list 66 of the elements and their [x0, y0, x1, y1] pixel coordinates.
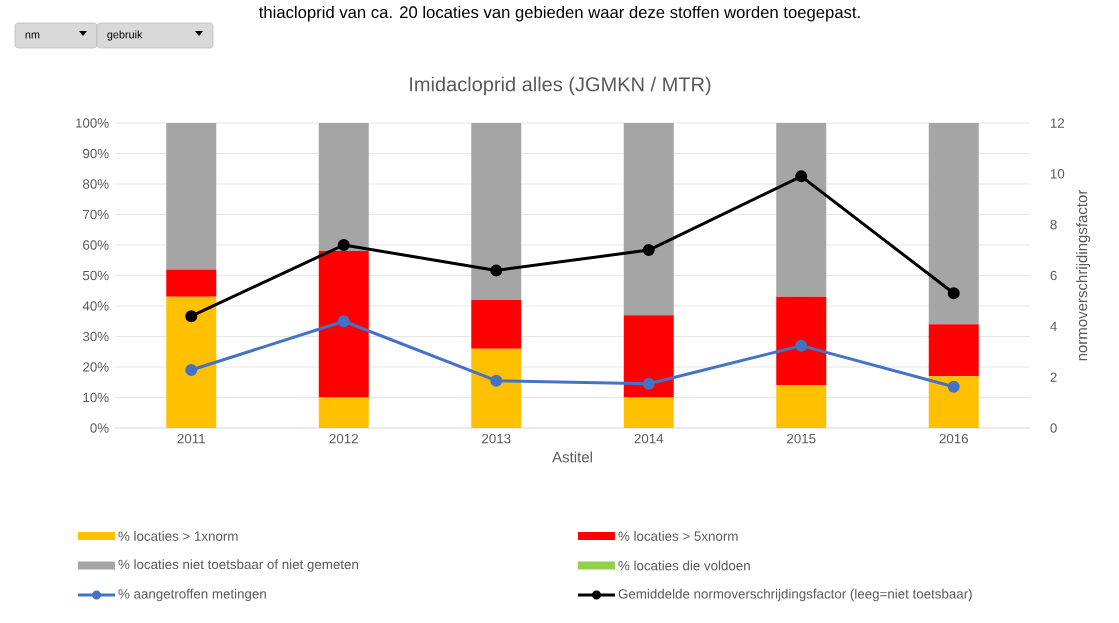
text: gebruik — [107, 30, 143, 41]
y-tick-label: 100% — [76, 118, 109, 128]
bar — [928, 122, 979, 325]
y-tick-label: 90% — [83, 148, 109, 159]
point — [490, 374, 503, 387]
y-tick-label: 30% — [82, 331, 109, 342]
text: thiacloprid van ca. 20 locaties van gebieden waar deze stoffen worden toegepast. — [258, 5, 860, 22]
y2-tick-label: 12 — [1050, 118, 1065, 128]
legend-label: % locaties > 5xnorm — [618, 531, 738, 541]
chart-title: Imidacloprid alles (JGMKN / MTR) — [410, 76, 711, 96]
bar — [928, 324, 979, 377]
bar — [318, 251, 369, 398]
y2-axis-title: normoverschrijdingsfactor — [1076, 189, 1091, 361]
legend-label: % locaties niet toetsbaar of niet gemeten — [118, 559, 358, 572]
legend-label: % locaties > 1xnorm — [118, 531, 238, 541]
point — [947, 380, 960, 393]
text: nm — [25, 32, 40, 39]
point — [490, 264, 503, 277]
y-tick-label: 70% — [83, 209, 109, 220]
bar — [471, 348, 522, 428]
bar — [776, 296, 827, 386]
x-axis-title: Astitel — [552, 451, 592, 463]
x-tick-label: 2014 — [634, 433, 664, 444]
bar — [776, 385, 827, 428]
x-tick-label: 2012 — [329, 433, 358, 444]
bar — [318, 397, 369, 428]
bar — [471, 299, 522, 349]
y2-tick-label: 6 — [1050, 270, 1057, 281]
y2-tick-label: 10 — [1050, 169, 1065, 179]
bar — [166, 122, 217, 270]
bar — [623, 122, 674, 316]
y-tick-label: 80% — [83, 179, 109, 189]
point — [337, 315, 350, 328]
bar — [623, 315, 674, 398]
y-tick-label: 40% — [82, 301, 109, 311]
point — [947, 287, 960, 300]
y2-tick-label: 2 — [1050, 372, 1057, 382]
y2-tick-label: 4 — [1050, 321, 1057, 331]
point — [642, 377, 655, 390]
point — [185, 310, 198, 323]
y-tick-label: 60% — [83, 240, 109, 250]
bar — [166, 269, 217, 297]
point — [642, 244, 655, 257]
y-tick-label: 10% — [83, 392, 109, 403]
y-tick-label: 0% — [90, 423, 109, 433]
point — [795, 170, 808, 183]
y-tick-label: 50% — [82, 270, 109, 281]
bar — [776, 122, 827, 297]
x-tick-label: 2013 — [482, 433, 511, 444]
x-tick-label: 2015 — [787, 433, 816, 444]
y-tick-label: 20% — [83, 362, 109, 372]
x-tick-label: 2011 — [177, 433, 205, 444]
point — [337, 238, 350, 251]
bar — [471, 122, 522, 300]
point — [185, 364, 198, 377]
legend-label: % locaties die voldoen — [618, 560, 750, 571]
bar — [318, 122, 369, 252]
legend-label: % aangetroffen metingen — [118, 588, 266, 602]
bar — [928, 376, 979, 428]
x-tick-label: 2016 — [939, 433, 968, 444]
legend-label: Gemiddelde normoverschrijdingsfactor (leeg=niet toetsbaar) — [618, 588, 972, 602]
y2-tick-label: 8 — [1050, 219, 1057, 230]
y2-tick-label: 0 — [1050, 423, 1057, 433]
point — [795, 339, 808, 352]
bar — [166, 296, 217, 428]
bar — [623, 397, 674, 428]
